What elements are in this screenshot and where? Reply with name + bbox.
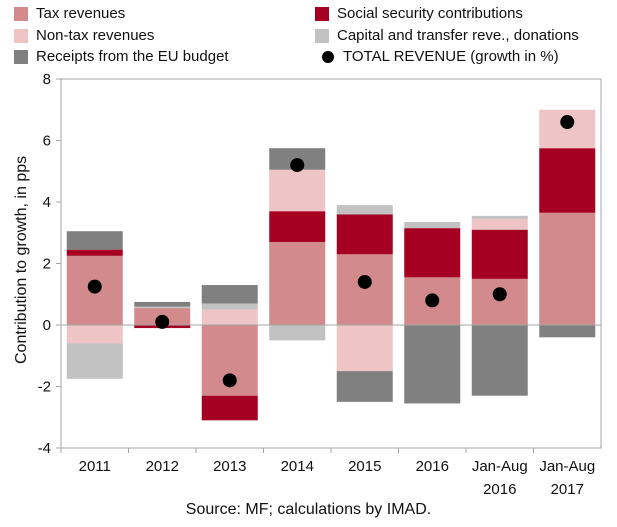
legend-item-non-tax-revenues: Non-tax revenues [14, 27, 154, 45]
bar-segment-non-tax-revenues [66, 325, 123, 344]
legend-swatch-tax-revenues [14, 7, 28, 21]
total-revenue-point [492, 287, 507, 302]
legend-item-tax-revenues: Tax revenues [14, 5, 125, 23]
bar-segment-tax-revenues [336, 254, 393, 325]
legend-label-non-tax-revenues: Non-tax revenues [36, 27, 155, 44]
x-tick-label: 2012 [146, 458, 179, 475]
y-tick-label: 2 [43, 256, 51, 273]
total-revenue-point [560, 115, 575, 130]
legend-label-capital-transfer: Capital and transfer reve., donations [337, 27, 579, 44]
bar-segment-non-tax-revenues [471, 218, 528, 230]
total-revenue-point [155, 314, 170, 329]
x-tick-label: 2016 [416, 458, 449, 475]
bar-segment-capital-and-transfer-reve-donations [404, 221, 461, 229]
x-tick-label-line: Jan-Aug [472, 458, 528, 475]
x-tick-label-line: 2016 [416, 458, 449, 475]
bar-segment-capital-and-transfer-reve-donations [134, 306, 191, 309]
bar-segment-social-security-contributions [404, 228, 461, 278]
bar-segment-tax-revenues [269, 241, 326, 325]
x-tick-label-line: Jan-Aug [539, 458, 595, 475]
total-revenue-point [357, 274, 372, 289]
x-tick-label: 2013 [213, 458, 246, 475]
x-tick-label: 2011 [79, 458, 111, 475]
y-tick-label: 6 [43, 133, 51, 150]
bar-segment-capital-and-transfer-reve-donations [269, 325, 326, 341]
legend-swatch-non-tax-revenues [14, 29, 28, 43]
y-tick-label: -4 [38, 440, 51, 457]
legend-dot-total-revenue [322, 51, 334, 63]
bar-segment-receipts-from-the-eu-budget [404, 325, 461, 404]
x-tick-label-line: 2012 [146, 458, 179, 475]
bar-segment-social-security-contributions [471, 229, 528, 279]
bar-segment-receipts-from-the-eu-budget [66, 231, 123, 250]
bar-segment-social-security-contributions [201, 395, 258, 421]
bar-segment-receipts-from-the-eu-budget [134, 301, 191, 307]
total-revenue-point [222, 373, 237, 388]
total-revenue-point [425, 293, 440, 308]
legend: Tax revenues Social security contributio… [0, 0, 617, 70]
source-note: Source: MF; calculations by IMAD. [185, 501, 432, 518]
x-tick-label: Jan-Aug 2016 [472, 458, 528, 498]
total-revenue-point [87, 279, 102, 294]
legend-item-capital-transfer: Capital and transfer reve., donations [315, 27, 579, 45]
bar-segment-capital-and-transfer-reve-donations [471, 215, 528, 219]
y-tick-label: 8 [43, 71, 51, 88]
x-tick-label-line: 2016 [483, 481, 516, 498]
x-tick-label-line: 2014 [281, 458, 314, 475]
legend-swatch-social-security [315, 7, 329, 21]
bar-segment-receipts-from-the-eu-budget [336, 371, 393, 402]
bar-segment-social-security-contributions [336, 214, 393, 255]
legend-item-eu-budget: Receipts from the EU budget [14, 48, 229, 66]
y-tick-label: 0 [43, 317, 51, 334]
x-tick-label: Jan-Aug 2017 [539, 458, 595, 498]
y-tick-label: -2 [38, 379, 51, 396]
bar-segment-non-tax-revenues [336, 325, 393, 372]
legend-item-total-revenue: TOTAL REVENUE (growth in %) [320, 48, 559, 66]
x-tick-label: 2014 [281, 458, 314, 475]
bar-segment-tax-revenues [471, 278, 528, 325]
legend-item-social-security: Social security contributions [315, 5, 523, 23]
bar-segment-non-tax-revenues [269, 169, 326, 212]
legend-label-tax-revenues: Tax revenues [36, 5, 126, 22]
bar-segment-receipts-from-the-eu-budget [201, 285, 258, 304]
x-tick-label-line: 2017 [551, 481, 584, 498]
x-tick-label-line: 2015 [348, 458, 381, 475]
bar-segment-social-security-contributions [539, 148, 596, 213]
legend-label-total-revenue: TOTAL REVENUE (growth in %) [343, 48, 559, 65]
x-tick-label-line: 2011 [79, 458, 111, 475]
x-tick-label-line: 2013 [213, 458, 246, 475]
bar-segment-capital-and-transfer-reve-donations [66, 343, 123, 379]
bar-segment-receipts-from-the-eu-budget [471, 325, 528, 396]
x-tick-label: 2015 [348, 458, 381, 475]
legend-label-social-security: Social security contributions [337, 5, 523, 22]
y-tick-label: 4 [43, 194, 51, 211]
legend-swatch-capital-transfer [315, 29, 329, 43]
bar-segment-capital-and-transfer-reve-donations [201, 303, 258, 310]
legend-label-eu-budget: Receipts from the EU budget [36, 48, 229, 65]
bar-segment-receipts-from-the-eu-budget [539, 325, 596, 338]
bar-segment-social-security-contributions [66, 249, 123, 256]
legend-swatch-eu-budget [14, 50, 28, 64]
bar-segment-social-security-contributions [269, 211, 326, 242]
bar-segment-tax-revenues [539, 212, 596, 325]
bar-segment-non-tax-revenues [201, 309, 258, 325]
total-revenue-point [290, 158, 305, 173]
bar-segment-capital-and-transfer-reve-donations [336, 205, 393, 215]
